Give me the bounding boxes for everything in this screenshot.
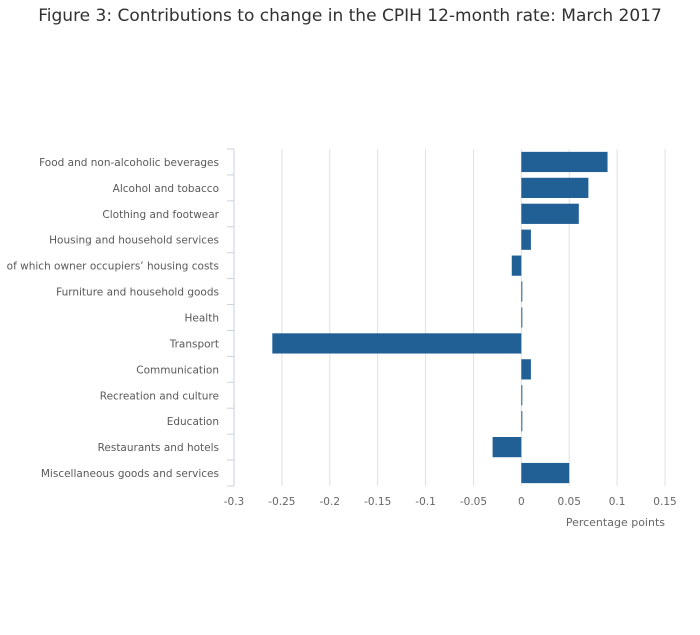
category-label: Education — [167, 416, 219, 428]
category-label: Communication — [136, 364, 219, 376]
category-label: Furniture and household goods — [56, 287, 219, 299]
bar — [521, 229, 531, 250]
category-label: Food and non-alcoholic beverages — [39, 157, 219, 169]
bar — [272, 333, 522, 354]
x-axis-title: Percentage points — [566, 516, 665, 529]
bar — [511, 255, 522, 276]
x-tick-label: -0.15 — [364, 496, 391, 508]
x-tick-label: -0.25 — [268, 496, 295, 508]
category-label: Transport — [169, 338, 219, 350]
bar — [492, 437, 522, 458]
x-tick-label: -0.2 — [320, 496, 341, 508]
bar — [521, 462, 570, 484]
x-tick-label: 0.1 — [609, 496, 626, 508]
category-label: Clothing and footwear — [102, 209, 219, 221]
category-label: Miscellaneous goods and services — [41, 468, 219, 480]
bars — [272, 151, 608, 484]
bar — [521, 307, 523, 328]
chart-title: Figure 3: Contributions to change in the… — [38, 6, 662, 26]
category-label: Recreation and culture — [100, 390, 219, 402]
bar — [521, 203, 579, 224]
bar — [521, 385, 523, 406]
category-label: Health — [185, 313, 219, 325]
x-tick-label: -0.1 — [415, 496, 436, 508]
x-tick-label: 0 — [518, 496, 525, 508]
x-tick-label: -0.05 — [460, 496, 487, 508]
x-tick-label: 0.05 — [558, 496, 581, 508]
bar — [521, 359, 531, 380]
value-axis-ticks: -0.3 -0.25 -0.2 -0.15 -0.1 -0.05 0 0.05 0.1 0.15 — [224, 496, 677, 508]
bar — [521, 177, 589, 198]
x-tick-label: 0.15 — [653, 496, 676, 508]
category-labels: Food and non-alcoholic beverages Alcohol … — [7, 157, 220, 480]
bar — [521, 411, 523, 432]
category-axis — [227, 148, 235, 487]
x-tick-label: -0.3 — [224, 496, 245, 508]
bar — [521, 151, 608, 173]
category-label: Restaurants and hotels — [98, 442, 219, 454]
category-label: Alcohol and tobacco — [113, 183, 219, 195]
gridlines — [281, 149, 666, 486]
category-label: Housing and household services — [49, 235, 219, 247]
bar — [521, 281, 523, 302]
category-label: of which owner occupiers’ housing costs — [7, 261, 219, 273]
